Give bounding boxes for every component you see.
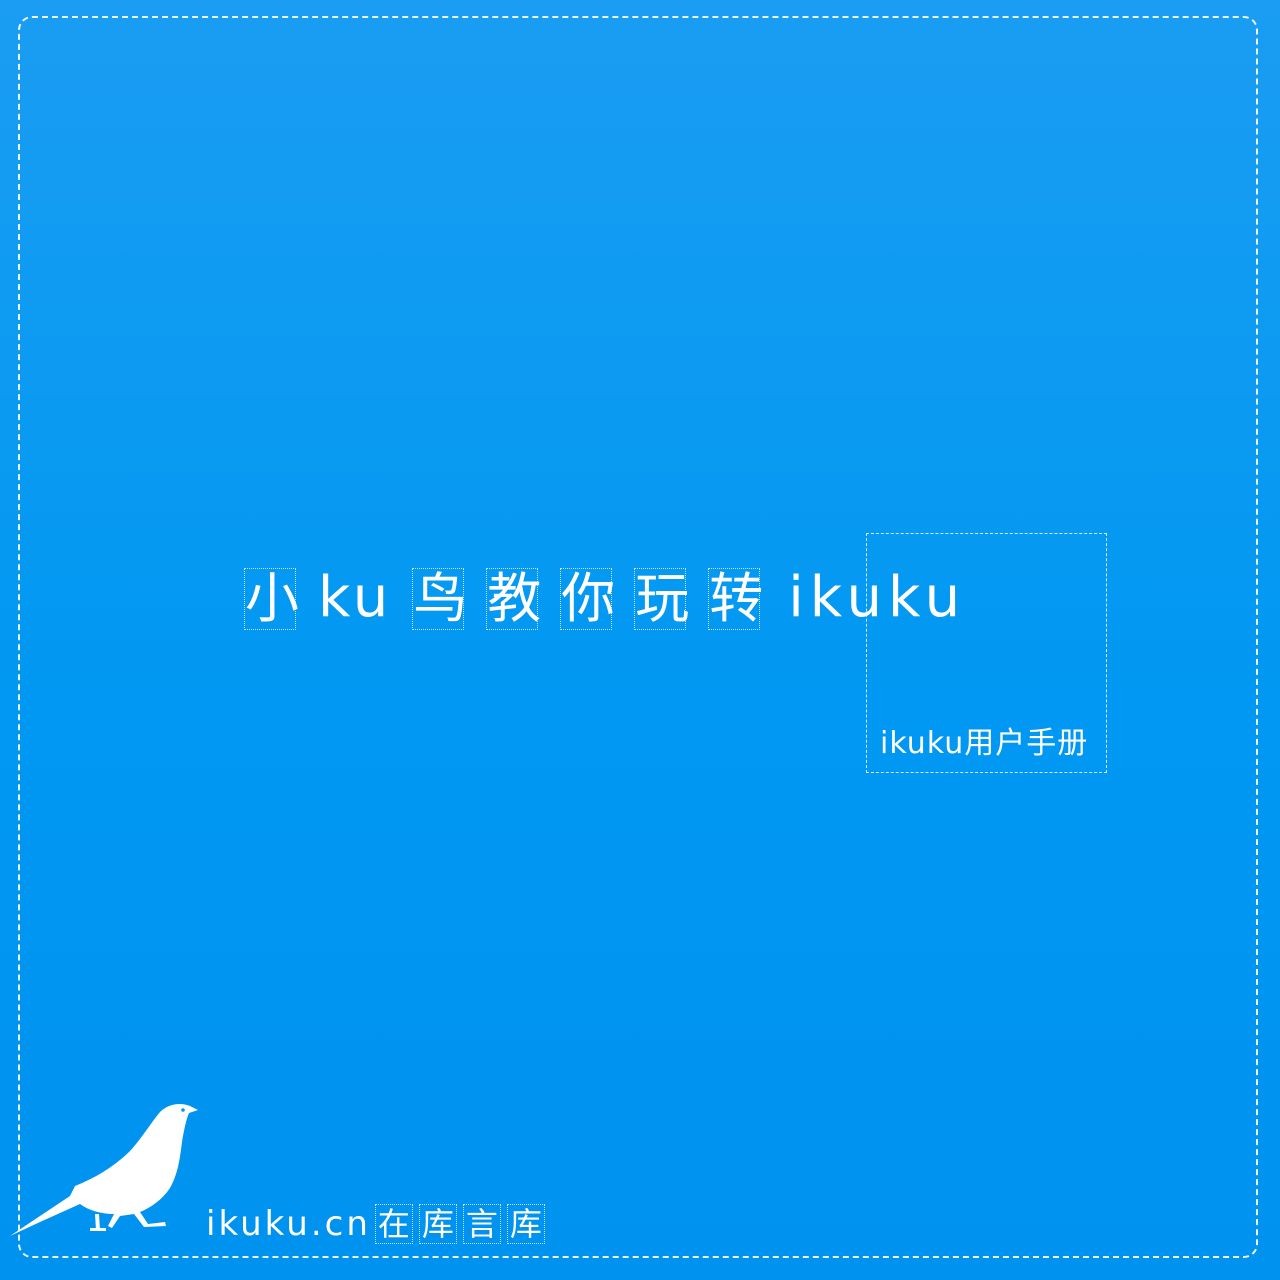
title-latin-ikuku: ikuku xyxy=(788,565,967,630)
title-char-ni: 你 xyxy=(560,567,616,630)
footer-char-zai: 在 xyxy=(374,1204,413,1244)
title-char-niao: 鸟 xyxy=(412,567,468,630)
subtitle: ikuku用户手册 xyxy=(880,726,1089,761)
title-char-wan: 玩 xyxy=(634,567,690,630)
title-char-xiao: 小 xyxy=(244,567,299,630)
bird-silhouette-icon xyxy=(10,1104,198,1236)
title-latin-ku: ku xyxy=(318,565,393,630)
footer-char-ku: 库 xyxy=(418,1204,457,1244)
title-char-jiao: 教 xyxy=(486,567,542,630)
footer-url: ikuku.cn xyxy=(206,1204,371,1244)
title-char-zhuan: 转 xyxy=(708,567,764,630)
cover-title: 小 ku 鸟 教 你 玩 转 ikuku xyxy=(244,560,966,630)
footer-char-ku-2: 库 xyxy=(506,1204,545,1244)
footer-char-yan: 言 xyxy=(462,1204,501,1244)
dashed-frame xyxy=(18,16,1258,1258)
subtitle-dashed-box xyxy=(866,533,1107,773)
footer-brand: ikuku.cn 在 库 言 库 xyxy=(206,1204,551,1244)
